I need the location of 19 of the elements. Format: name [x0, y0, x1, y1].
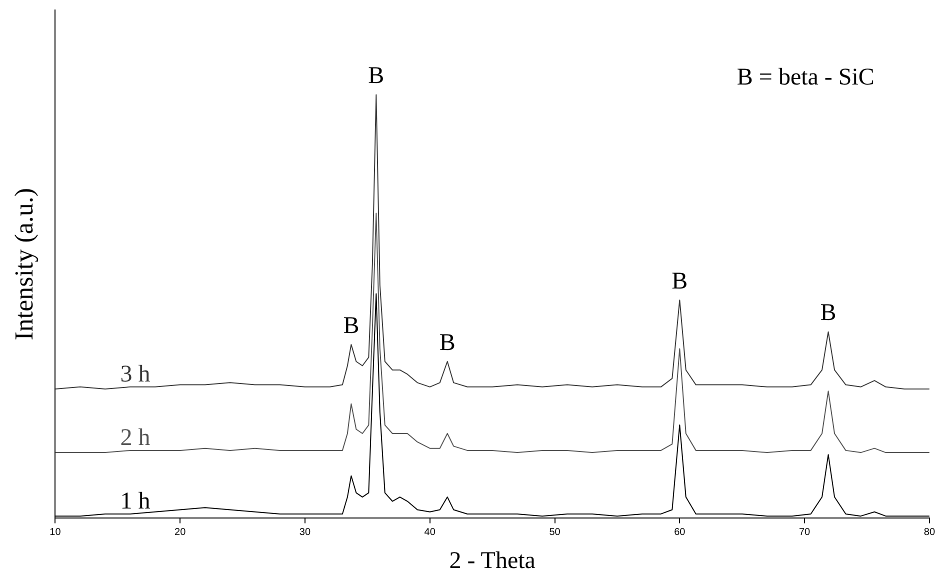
x-tick-label: 50: [549, 526, 561, 538]
series-label: 1 h: [120, 488, 150, 514]
x-tick-label: 10: [50, 526, 62, 538]
annotation: B: [672, 268, 688, 294]
y-axis-title: Intensity (a.u.): [9, 188, 38, 340]
annotation: B: [820, 300, 836, 326]
x-tick-label: 80: [924, 526, 936, 538]
series-label: 2 h: [120, 424, 150, 451]
x-tick-label: 40: [424, 526, 436, 538]
x-axis-title: 2 - Theta: [449, 548, 536, 574]
annotation: B: [343, 312, 360, 339]
x-tick-label: 70: [798, 526, 811, 538]
annotation: B: [439, 330, 456, 356]
annotation: B: [368, 62, 384, 89]
text: B = beta - SiC: [736, 64, 874, 90]
x-tick-label: 20: [174, 526, 186, 538]
series-label: 3 h: [120, 361, 150, 388]
x-tick-label: 60: [674, 526, 686, 538]
x-tick-label: 30: [299, 526, 311, 538]
